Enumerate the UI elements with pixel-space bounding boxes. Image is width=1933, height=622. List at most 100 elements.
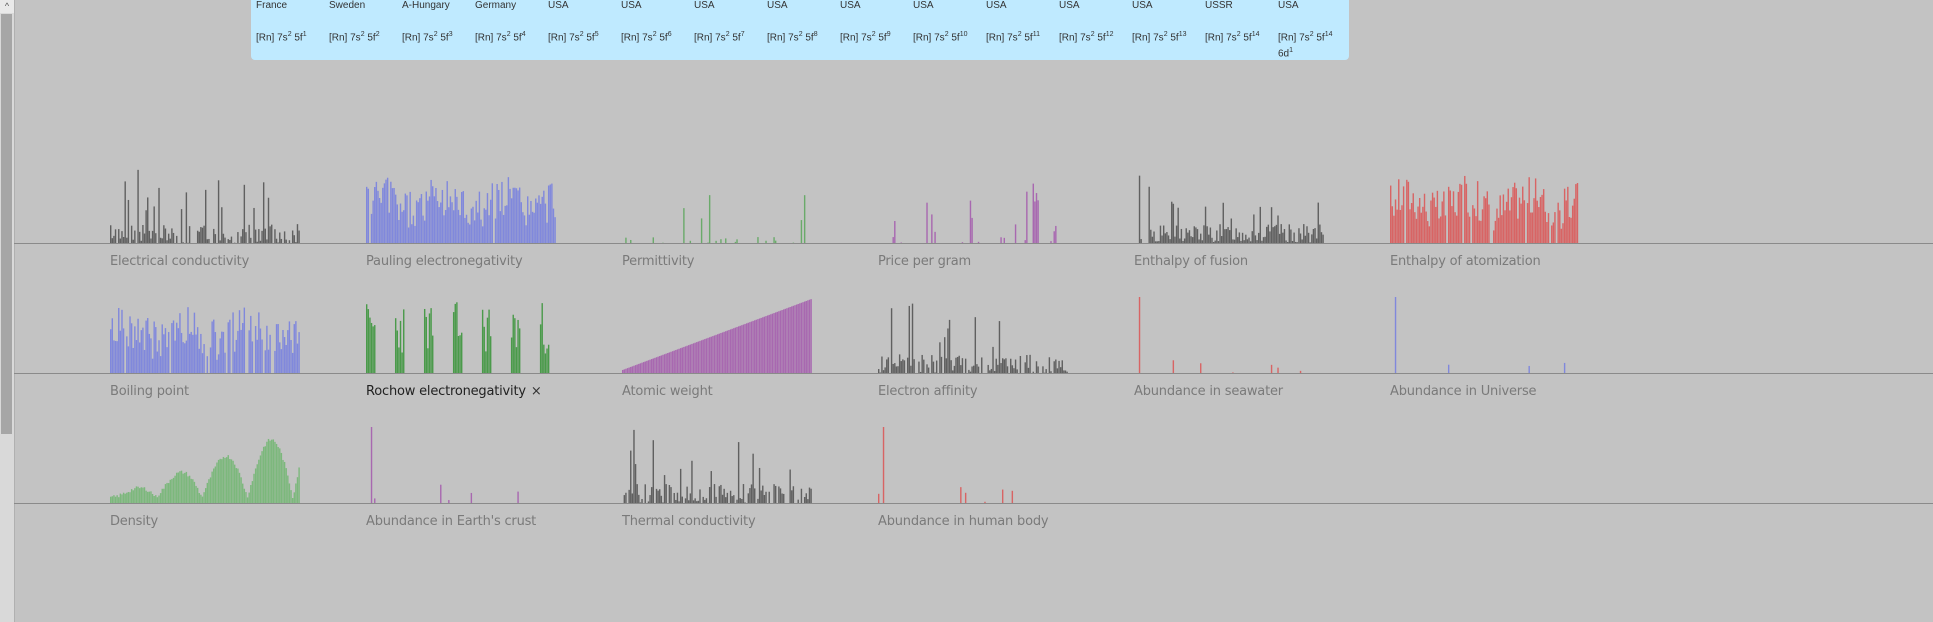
property-label[interactable]: Atomic weight	[622, 384, 713, 399]
sparkline-bar	[1048, 357, 1051, 373]
property-chart[interactable]	[1390, 293, 1580, 373]
sparkline-bar	[543, 344, 545, 373]
discovery-country: USA	[767, 0, 788, 11]
sparkline-bar	[158, 495, 160, 503]
sparkline-bar	[778, 486, 780, 503]
property-label[interactable]: Enthalpy of atomization	[1390, 254, 1541, 269]
property-label[interactable]: Thermal conductivity	[622, 514, 756, 529]
sparkline-bar	[1394, 297, 1397, 373]
sparkline-bar	[1183, 238, 1186, 243]
sparkline-bar	[267, 349, 270, 373]
sparkline-bar	[762, 317, 764, 373]
property-chart[interactable]	[366, 293, 556, 373]
property-label[interactable]: Electrical conductivity	[110, 254, 249, 269]
property-label[interactable]: Abundance in human body	[878, 514, 1049, 529]
sparkline-bar	[1209, 227, 1212, 243]
property-chart[interactable]	[366, 163, 556, 243]
property-label[interactable]: Pauling electronegativity	[366, 254, 523, 269]
sparkline-bar	[1457, 191, 1460, 243]
property-sparkline	[110, 307, 300, 373]
sparkline-bar	[1499, 195, 1501, 243]
property-sparkline	[366, 302, 550, 373]
sparkline-bar	[166, 482, 168, 503]
sparkline-bar	[935, 360, 938, 373]
sparkline-bar	[1259, 206, 1261, 243]
property-label[interactable]: Abundance in Earth's crust	[366, 514, 536, 529]
sparkline-bar	[1407, 181, 1410, 243]
sparkline-bar	[486, 193, 489, 243]
sparkline-bar	[684, 498, 687, 503]
sparkline-bar	[130, 323, 133, 373]
sparkline-bar	[245, 232, 247, 243]
property-label[interactable]: Boiling point	[110, 384, 189, 399]
property-label[interactable]: Electron affinity	[878, 384, 978, 399]
sparkline-bar	[224, 457, 226, 503]
sparkline-bar	[1272, 227, 1274, 243]
sparkline-bar	[412, 215, 415, 243]
sparkline-bar	[623, 495, 626, 503]
sparkline-bar	[398, 219, 400, 243]
sparkline-bar	[718, 486, 721, 503]
sparkline-bar	[401, 352, 403, 373]
sparkline-bar	[733, 495, 735, 503]
property-label[interactable]: Density	[110, 514, 158, 529]
sparkline-bar	[774, 240, 777, 243]
sparkline-bar	[456, 302, 458, 373]
sparkline-bar	[282, 330, 284, 373]
property-chart[interactable]	[110, 423, 300, 503]
sparkline-bar	[776, 311, 778, 373]
property-chart[interactable]	[1390, 163, 1580, 243]
property-chart[interactable]	[622, 293, 812, 373]
sparkline-bar	[517, 319, 519, 373]
sparkline-bar	[628, 489, 630, 503]
sparkline-bar	[443, 215, 445, 243]
property-label[interactable]: Rochow electronegativity ×	[366, 384, 542, 399]
property-chart[interactable]	[1134, 163, 1324, 243]
property-label[interactable]: Permittivity	[622, 254, 694, 269]
property-chart[interactable]	[878, 163, 1068, 243]
sparkline-bar	[663, 354, 666, 373]
sparkline-bar	[1443, 191, 1445, 243]
sparkline-bar	[1282, 232, 1284, 243]
sparkline-bar	[650, 487, 653, 503]
property-label[interactable]: Enthalpy of fusion	[1134, 254, 1248, 269]
sparkline-bar	[163, 334, 165, 373]
sparkline-bar	[708, 337, 711, 373]
property-label[interactable]: Abundance in Universe	[1390, 384, 1537, 399]
property-chart[interactable]	[110, 163, 300, 243]
sparkline-bar	[1431, 192, 1434, 243]
property-chart[interactable]	[110, 293, 300, 373]
sparkline-bar	[129, 316, 131, 373]
sparkline-bar	[190, 478, 192, 503]
scrollbar-thumb[interactable]	[1, 14, 12, 434]
sparkline-bar	[1037, 200, 1039, 243]
sparkline-bar	[196, 327, 199, 373]
close-icon[interactable]: ×	[530, 384, 542, 399]
sparkline-bar	[155, 233, 157, 243]
discovery-country: USA	[694, 0, 715, 11]
sparkline-bar	[222, 331, 225, 373]
sparkline-bar	[1182, 240, 1184, 243]
sparkline-bar	[976, 364, 978, 373]
sparkline-bar	[390, 181, 392, 243]
sparkline-bar	[1159, 225, 1162, 243]
sparkline-bar	[1427, 221, 1429, 243]
vertical-scrollbar[interactable]: ^	[0, 0, 15, 622]
property-chart[interactable]	[878, 293, 1068, 373]
sparkline-bar	[742, 324, 745, 373]
property-label[interactable]: Price per gram	[878, 254, 971, 269]
scroll-up-arrow-icon[interactable]: ^	[0, 0, 14, 13]
property-chart[interactable]	[622, 423, 812, 503]
sparkline-bar	[754, 320, 756, 373]
sparkline-bar	[1515, 188, 1517, 243]
property-chart[interactable]	[878, 423, 1068, 503]
property-chart[interactable]	[622, 163, 812, 243]
property-label[interactable]: Abundance in seawater	[1134, 384, 1283, 399]
sparkline-bar	[196, 230, 199, 243]
property-chart[interactable]	[1134, 293, 1324, 373]
property-chart[interactable]	[366, 423, 556, 503]
sparkline-bar	[1248, 237, 1250, 243]
sparkline-bar	[686, 345, 688, 373]
sparkline-bar	[110, 329, 112, 373]
sparkline-bar	[547, 185, 550, 243]
